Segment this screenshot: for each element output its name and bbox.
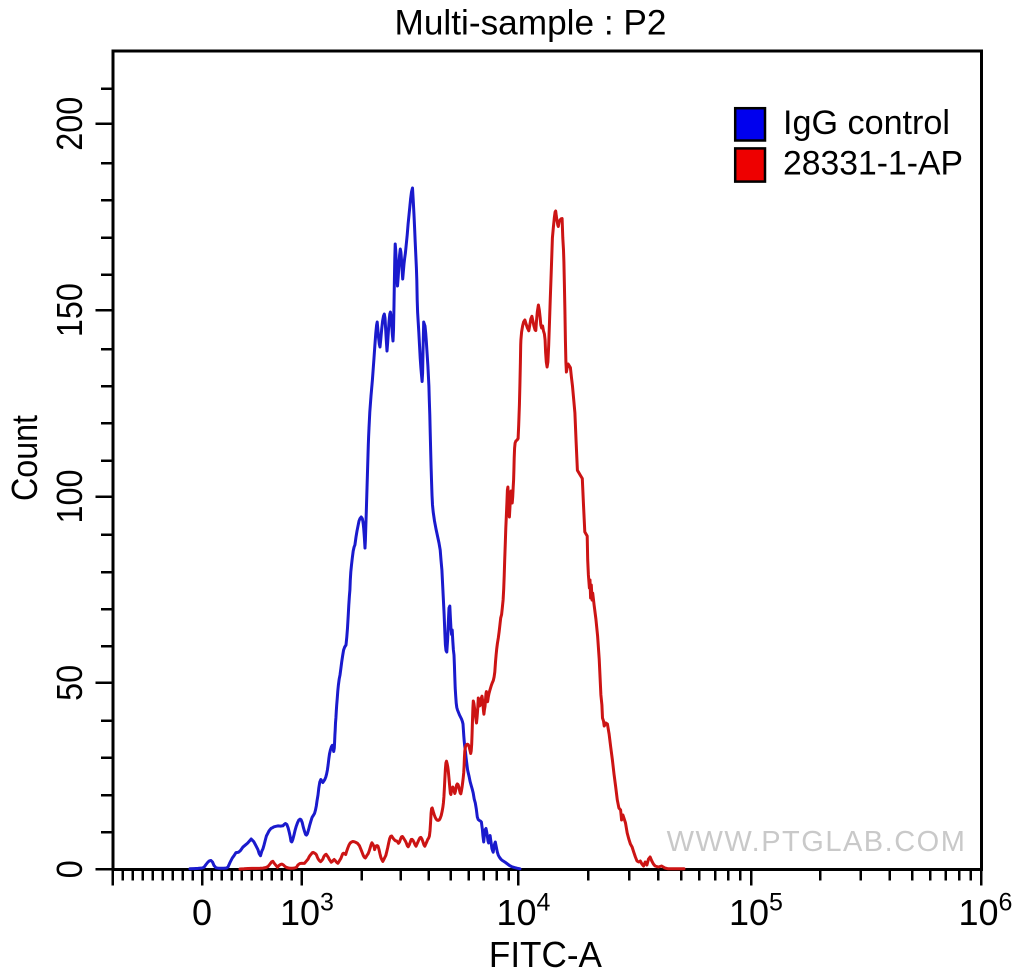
svg-text:200: 200	[49, 97, 90, 151]
svg-text:28331-1-AP: 28331-1-AP	[783, 145, 963, 183]
svg-text:50: 50	[49, 665, 90, 701]
svg-text:FITC-A: FITC-A	[489, 934, 602, 974]
svg-text:0: 0	[192, 892, 212, 933]
svg-text:100: 100	[49, 470, 90, 524]
svg-text:Multi-sample : P2: Multi-sample : P2	[395, 4, 667, 43]
svg-text:IgG control: IgG control	[783, 104, 950, 142]
svg-text:150: 150	[49, 283, 90, 337]
svg-text:105: 105	[729, 889, 783, 933]
svg-text:WWW.PTGLAB.COM: WWW.PTGLAB.COM	[667, 826, 967, 858]
svg-text:Count: Count	[4, 415, 45, 501]
svg-text:0: 0	[49, 860, 90, 878]
